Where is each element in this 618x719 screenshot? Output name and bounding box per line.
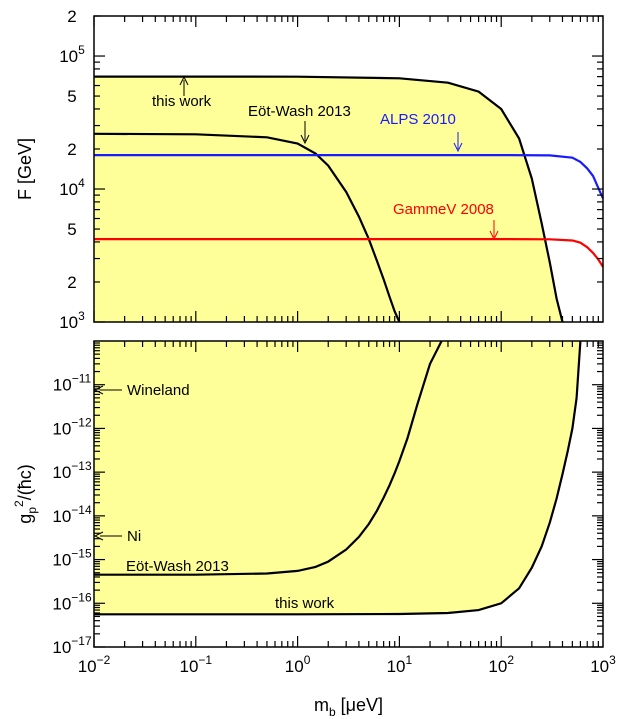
x-tick-label: 101 — [387, 653, 413, 676]
x-tick-label: 100 — [285, 653, 311, 676]
annotation-arrowhead — [179, 75, 189, 86]
x-axis-label: mb [μeV] — [314, 695, 383, 719]
y-tick-label: 10−17 — [52, 634, 92, 657]
annotation-ni: Ni — [127, 528, 141, 545]
annotation-this-work: this work — [275, 595, 335, 612]
y-tick-label: 105 — [59, 43, 85, 66]
series-line-gammev-2008 — [94, 238, 604, 268]
series-line-e-t-wash-2013 — [94, 340, 443, 576]
y-tick-label: 5 — [67, 220, 76, 239]
series-line-alps-2010 — [94, 154, 605, 199]
x-tick-label: 10−2 — [78, 653, 111, 676]
annotation-arrowhead — [93, 531, 104, 541]
y-tick-label: 2 — [67, 273, 76, 292]
annotation-arrowhead — [93, 385, 104, 395]
annotation-alps: ALPS 2010 — [380, 111, 456, 128]
plot-frame — [93, 340, 604, 648]
series-line-e-t-wash-2013 — [93, 132, 401, 323]
series-line-this-work — [94, 340, 582, 616]
y-tick-label: 10−13 — [52, 459, 92, 482]
y-tick-label: 10−15 — [52, 547, 92, 570]
y-tick-label: 10−11 — [53, 372, 92, 395]
y-tick-label: 10−16 — [52, 590, 92, 613]
x-tick-label: 10−1 — [179, 653, 212, 676]
x-tick-label: 102 — [488, 653, 514, 676]
excluded-region — [94, 76, 563, 322]
y-tick-label: 104 — [59, 176, 85, 199]
y-axis-label: F [GeV] — [15, 138, 35, 200]
plot-frame — [93, 15, 604, 323]
annotation-arrowhead — [489, 230, 499, 241]
series-line-this-work — [94, 75, 564, 323]
y-tick-label: 5 — [67, 87, 76, 106]
annotation-arrowhead — [300, 134, 310, 145]
x-tick-label: 103 — [590, 653, 616, 676]
annotation-eot-wash: Eöt-Wash 2013 — [248, 103, 351, 120]
y-tick-label: 2 — [67, 7, 76, 26]
y-tick-label: 10−12 — [52, 415, 92, 438]
y-tick-label: 103 — [59, 309, 85, 332]
annotation-this-work: this work — [152, 93, 212, 110]
annotation-eot-wash: Eöt-Wash 2013 — [126, 558, 229, 575]
excluded-region — [94, 341, 581, 615]
annotation-gammev: GammeV 2008 — [393, 201, 494, 218]
annotation-arrowhead — [453, 142, 463, 153]
y-axis-label: gp2/(ħc) — [12, 464, 39, 523]
y-tick-label: 10−14 — [52, 503, 92, 526]
y-tick-label: 2 — [67, 140, 76, 159]
annotation-wineland: Wineland — [127, 382, 190, 399]
